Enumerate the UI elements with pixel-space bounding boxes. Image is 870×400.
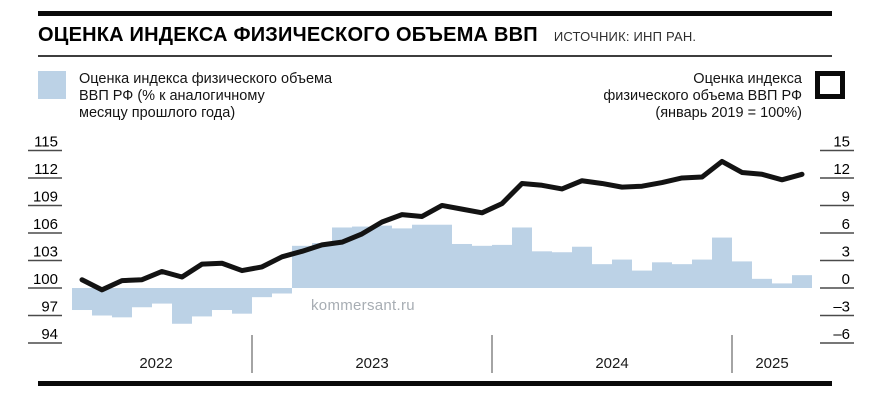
year-label: 2023 bbox=[355, 355, 388, 372]
axis-tick-label: 6 bbox=[842, 216, 850, 233]
page-title: ОЦЕНКА ИНДЕКСА ФИЗИЧЕСКОГО ОБЪЕМА ВВП bbox=[38, 24, 538, 46]
bars-legend-label: Оценка индекса физического объема ВВП РФ… bbox=[79, 71, 333, 121]
bar-month bbox=[612, 259, 632, 288]
bars-series bbox=[72, 224, 812, 324]
left-axis: 115 112 109 106 103 100 97 94 bbox=[28, 133, 62, 344]
axis-tick-label: 97 bbox=[41, 299, 58, 316]
axis-tick-label: 106 bbox=[33, 216, 58, 233]
bar-month bbox=[372, 225, 392, 288]
axis-tick-label: 109 bbox=[33, 188, 58, 205]
bar-month bbox=[72, 288, 92, 311]
bar-month bbox=[332, 227, 352, 288]
axis-tick-label: 15 bbox=[833, 133, 850, 150]
bar-month bbox=[352, 226, 372, 288]
bar-month bbox=[412, 224, 432, 288]
watermark: kommersant.ru bbox=[311, 297, 415, 314]
bar-month bbox=[572, 246, 592, 288]
axis-tick-label: 0 bbox=[842, 271, 850, 288]
bar-month bbox=[112, 288, 132, 318]
year-label: 2025 bbox=[755, 355, 788, 372]
legend-line: Оценка индекса физического объема ВВП РФ… bbox=[603, 71, 845, 122]
line-swatch bbox=[815, 71, 845, 99]
axis-tick-label: 12 bbox=[833, 161, 850, 178]
bars-swatch bbox=[38, 71, 66, 99]
bar-month bbox=[232, 288, 252, 314]
axis-tick-label: 112 bbox=[34, 161, 58, 178]
bar-month bbox=[672, 264, 692, 288]
bar-month bbox=[472, 245, 492, 288]
bar-month bbox=[172, 288, 192, 324]
bar-month bbox=[632, 270, 652, 288]
bar-month bbox=[552, 252, 572, 288]
x-axis: 2022 2023 2024 2025 bbox=[139, 335, 789, 373]
year-label: 2022 bbox=[139, 355, 172, 372]
bar-month bbox=[292, 245, 312, 288]
bar-month bbox=[392, 228, 412, 288]
source-label: ИСТОЧНИК: ИНП РАН. bbox=[553, 29, 697, 44]
bar-month bbox=[652, 262, 672, 288]
axis-tick-label: –6 bbox=[833, 326, 850, 343]
bar-month bbox=[452, 243, 472, 288]
axis-tick-label: 3 bbox=[842, 243, 850, 260]
line-legend-label: Оценка индекса физического объема ВВП РФ… bbox=[603, 71, 802, 121]
axis-tick-label: –3 bbox=[833, 299, 850, 316]
bar-month bbox=[692, 259, 712, 288]
bar-month bbox=[532, 251, 552, 288]
bar-month bbox=[132, 288, 152, 308]
header: ОЦЕНКА ИНДЕКСА ФИЗИЧЕСКОГО ОБЪЕМА ВВП ИС… bbox=[38, 24, 696, 47]
year-label: 2024 bbox=[595, 355, 628, 372]
axis-tick-label: 94 bbox=[41, 326, 58, 343]
bar-month bbox=[492, 244, 512, 288]
index-line bbox=[79, 158, 805, 293]
bar-month bbox=[712, 237, 732, 288]
bar-month bbox=[732, 261, 752, 288]
top-rule bbox=[38, 11, 832, 16]
bar-month bbox=[192, 288, 212, 317]
axis-tick-label: 115 bbox=[34, 133, 58, 150]
bar-month bbox=[252, 288, 272, 298]
bar-month bbox=[212, 288, 232, 311]
bottom-rule bbox=[38, 381, 832, 386]
axis-tick-label: 100 bbox=[33, 271, 58, 288]
bar-month bbox=[432, 224, 452, 288]
right-axis: 15 12 9 6 3 0 –3 –6 bbox=[820, 133, 854, 344]
bar-month bbox=[752, 278, 772, 288]
bar-month bbox=[272, 288, 292, 294]
legend-bars: Оценка индекса физического объема ВВП РФ… bbox=[38, 71, 332, 122]
header-divider bbox=[38, 55, 832, 57]
axis-tick-label: 103 bbox=[33, 243, 58, 260]
bar-month bbox=[772, 283, 792, 288]
bar-month bbox=[92, 288, 112, 316]
bar-month bbox=[312, 243, 332, 288]
bar-month bbox=[592, 264, 612, 288]
bar-month bbox=[512, 227, 532, 288]
bar-month bbox=[792, 275, 812, 288]
axis-tick-label: 9 bbox=[842, 188, 850, 205]
bar-month bbox=[152, 288, 172, 304]
